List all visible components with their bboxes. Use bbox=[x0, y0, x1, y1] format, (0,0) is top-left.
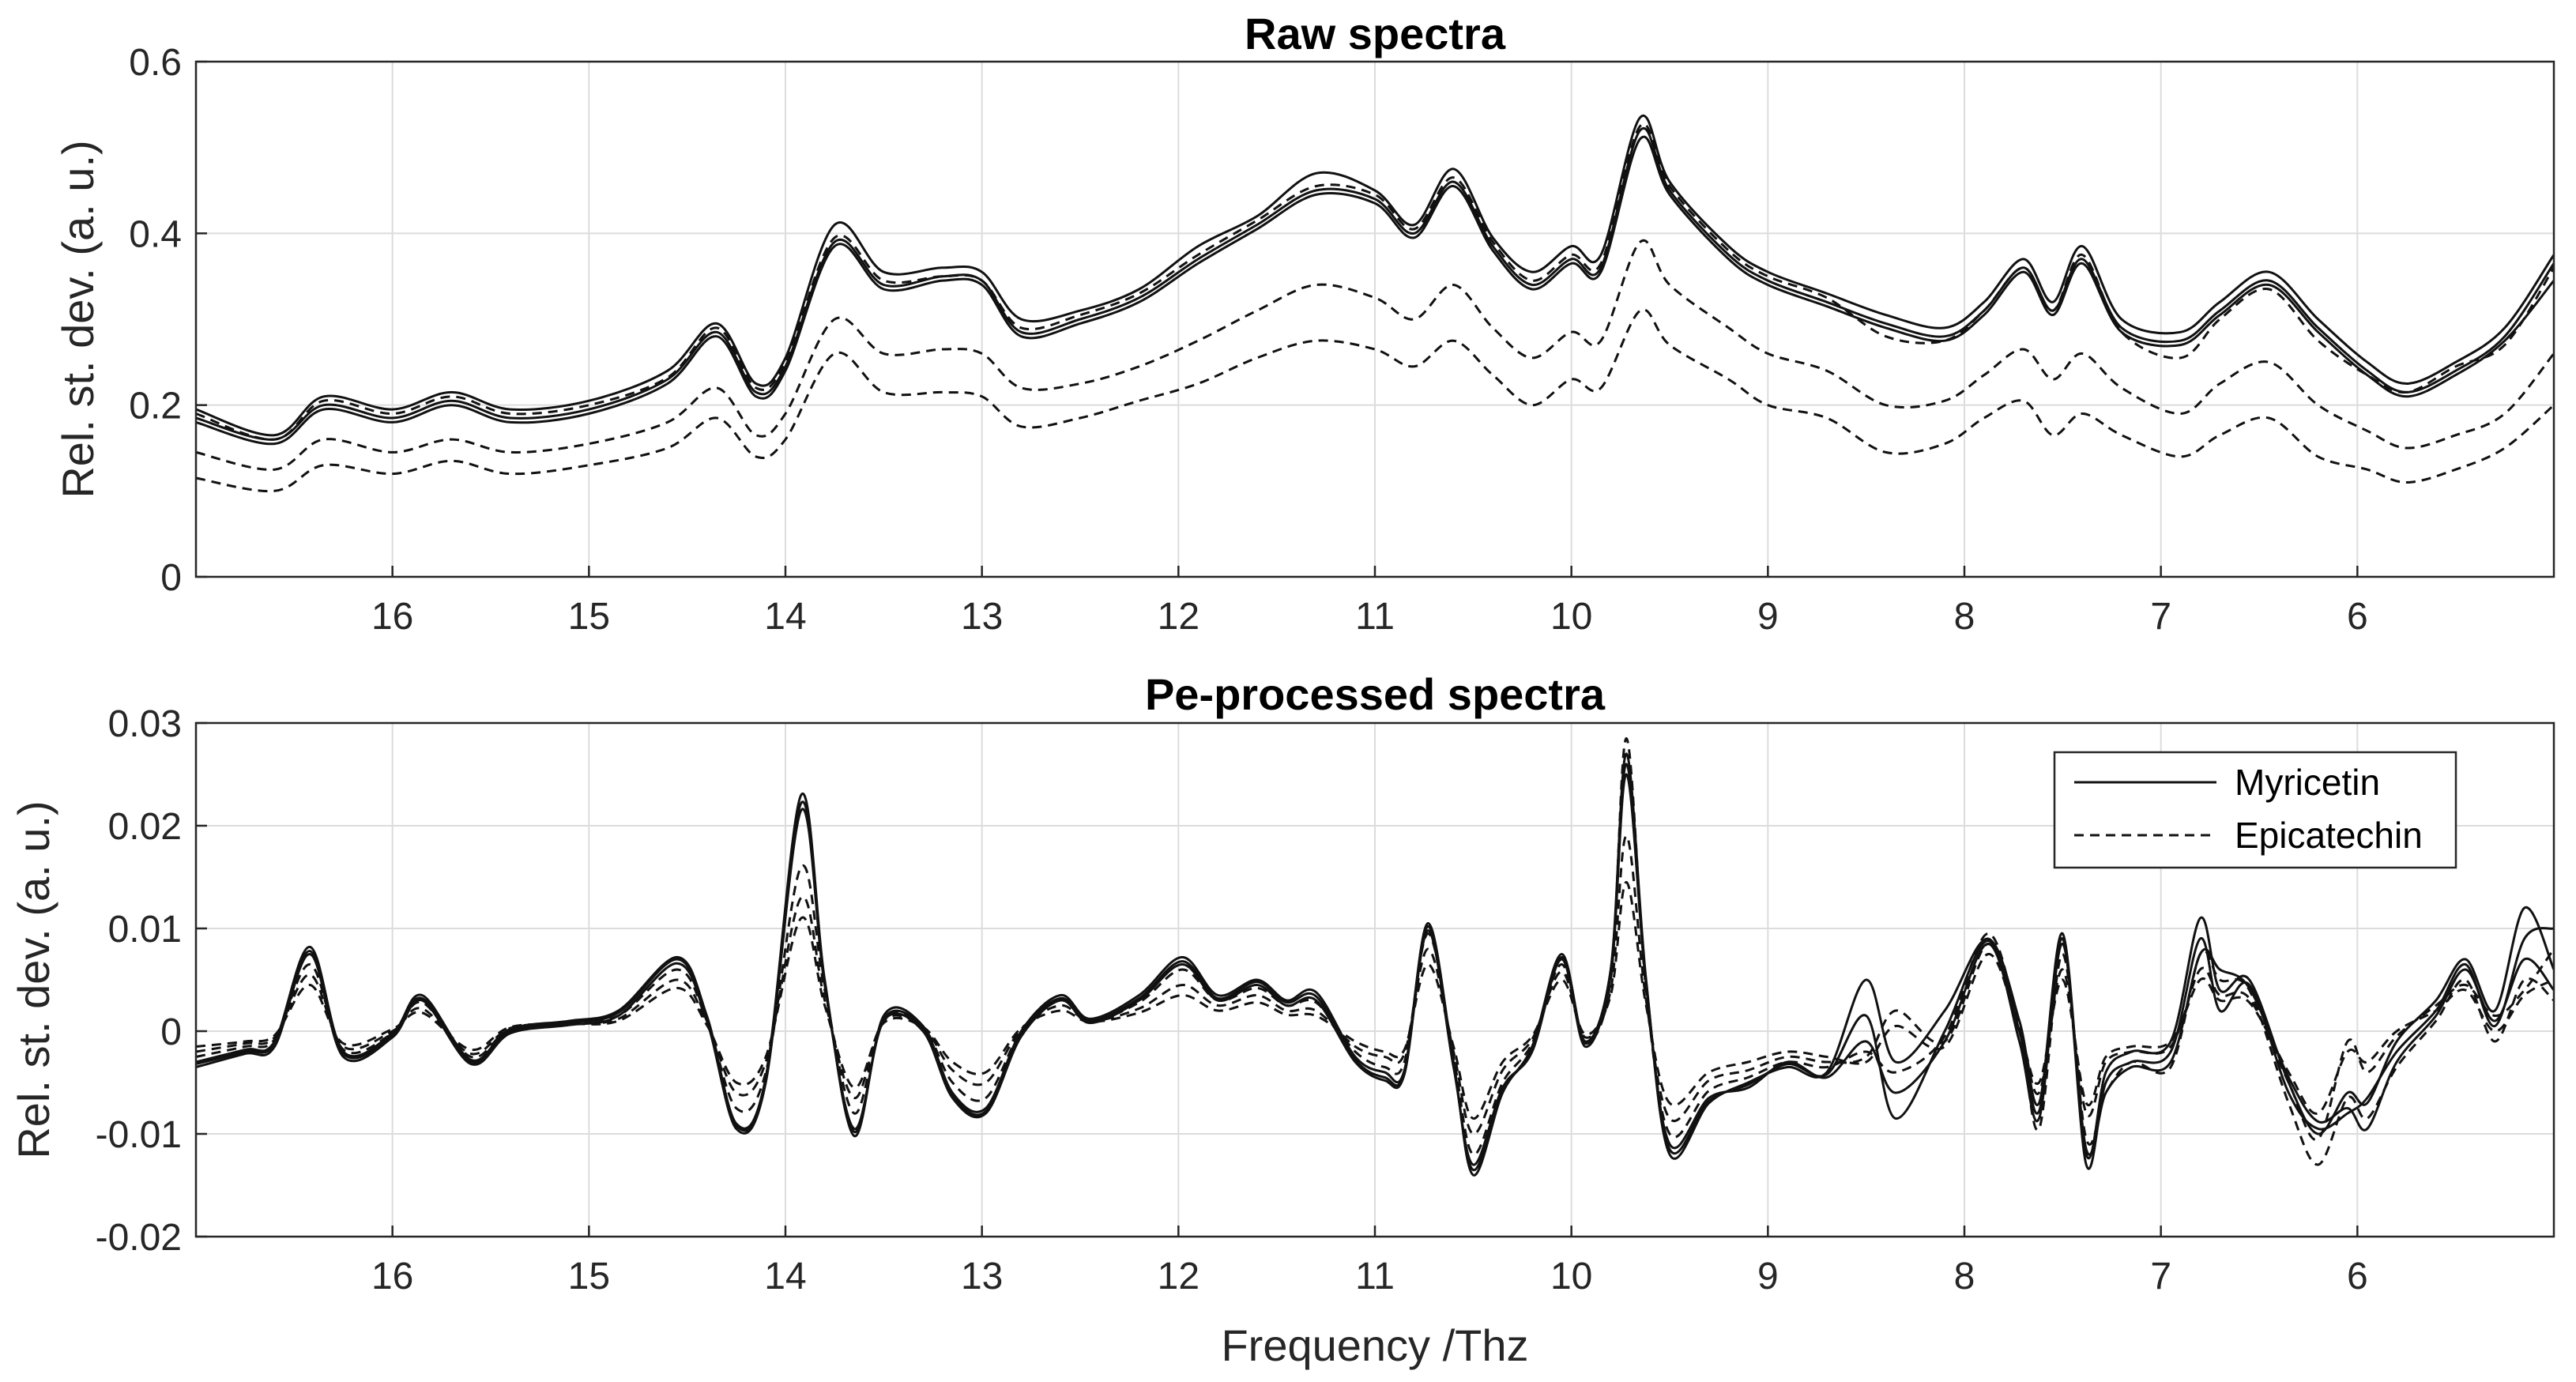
raw-xtick-label-13: 13 bbox=[961, 596, 1003, 638]
raw-chart-title: Raw spectra bbox=[1245, 9, 1506, 58]
processed-y-ticks: -0.02 -0.01 0 0.01 0.02 0.03 bbox=[96, 703, 207, 1259]
legend-box bbox=[2053, 751, 2457, 869]
processed-xtick-label-12: 12 bbox=[1158, 1256, 1199, 1297]
raw-ytick-label-2: 0.4 bbox=[129, 213, 182, 255]
processed-xtick-label-6: 6 bbox=[2347, 1256, 2368, 1297]
raw-x-ticks: 16 15 14 13 12 11 10 9 8 7 6 bbox=[371, 566, 2368, 638]
raw-ytick-label-0: 0 bbox=[160, 557, 182, 599]
processed-chart-title: Pe-processed spectra bbox=[1145, 669, 1606, 719]
raw-y-axis-label: Rel. st. dev. (a. u.) bbox=[53, 140, 103, 498]
raw-ytick-label-3: 0.6 bbox=[129, 42, 182, 84]
processed-ytick-label-4: 0.02 bbox=[108, 806, 182, 848]
raw-ytick-label-1: 0.2 bbox=[129, 386, 182, 427]
raw-series-myricetin-2 bbox=[195, 135, 2555, 446]
processed-xtick-label-15: 15 bbox=[568, 1256, 610, 1297]
processed-series bbox=[195, 736, 2555, 1177]
raw-xtick-label-6: 6 bbox=[2347, 596, 2368, 638]
processed-series-epicatechin-3 bbox=[195, 736, 2555, 1166]
raw-series-epicatechin-3 bbox=[195, 122, 2555, 441]
raw-xtick-label-14: 14 bbox=[764, 596, 806, 638]
raw-xtick-label-9: 9 bbox=[1757, 596, 1779, 638]
raw-xtick-label-7: 7 bbox=[2150, 596, 2171, 638]
raw-xtick-label-11: 11 bbox=[1355, 596, 1395, 638]
processed-xtick-label-10: 10 bbox=[1550, 1256, 1592, 1297]
processed-xtick-label-8: 8 bbox=[1954, 1256, 1975, 1297]
processed-ytick-label-2: 0 bbox=[160, 1011, 182, 1053]
processed-ytick-label-3: 0.01 bbox=[108, 909, 182, 951]
processed-xtick-label-16: 16 bbox=[371, 1256, 413, 1297]
processed-xtick-label-14: 14 bbox=[764, 1256, 806, 1297]
processed-xtick-label-9: 9 bbox=[1757, 1256, 1779, 1297]
legend-label-myricetin: Myricetin bbox=[2235, 762, 2380, 803]
raw-xtick-label-10: 10 bbox=[1550, 596, 1592, 638]
processed-xtick-label-13: 13 bbox=[961, 1256, 1003, 1297]
legend: Myricetin Epicatechin bbox=[2053, 751, 2457, 869]
raw-series-myricetin-1 bbox=[195, 126, 2555, 441]
raw-series-epicatechin-4 bbox=[195, 239, 2555, 471]
processed-ytick-label-1: -0.01 bbox=[96, 1114, 182, 1156]
processed-y-axis-label: Rel. st. dev. (a. u.) bbox=[9, 800, 58, 1158]
processed-x-axis-label: Frequency /Thz bbox=[1221, 1320, 1528, 1370]
processed-ytick-label-0: -0.02 bbox=[96, 1217, 182, 1259]
processed-xtick-label-11: 11 bbox=[1355, 1256, 1395, 1297]
processed-series-epicatechin-5 bbox=[195, 880, 2555, 1120]
raw-xtick-label-15: 15 bbox=[568, 596, 610, 638]
processed-spectra-panel: 16 15 14 13 12 11 10 9 8 7 6 -0.02 -0.01 0 0.01 0.02 0.… bbox=[9, 669, 2555, 1370]
legend-label-epicatechin: Epicatechin bbox=[2235, 815, 2423, 856]
processed-series-myricetin-2 bbox=[195, 773, 2555, 1166]
raw-y-ticks: 0 0.2 0.4 0.6 bbox=[129, 42, 207, 599]
processed-x-ticks: 16 15 14 13 12 11 10 9 8 7 6 bbox=[371, 1226, 2368, 1297]
raw-series-myricetin-0 bbox=[195, 114, 2555, 437]
raw-xtick-label-16: 16 bbox=[371, 596, 413, 638]
raw-xtick-label-8: 8 bbox=[1954, 596, 1975, 638]
processed-series-epicatechin-4 bbox=[195, 834, 2555, 1141]
raw-spectra-panel: 16 15 14 13 12 11 10 9 8 7 6 0 0.2 0.4 0.6 Raw spectr… bbox=[53, 9, 2555, 638]
raw-series bbox=[195, 114, 2555, 493]
raw-xtick-label-12: 12 bbox=[1158, 596, 1199, 638]
processed-ytick-label-5: 0.03 bbox=[108, 703, 182, 745]
processed-xtick-label-7: 7 bbox=[2150, 1256, 2171, 1297]
